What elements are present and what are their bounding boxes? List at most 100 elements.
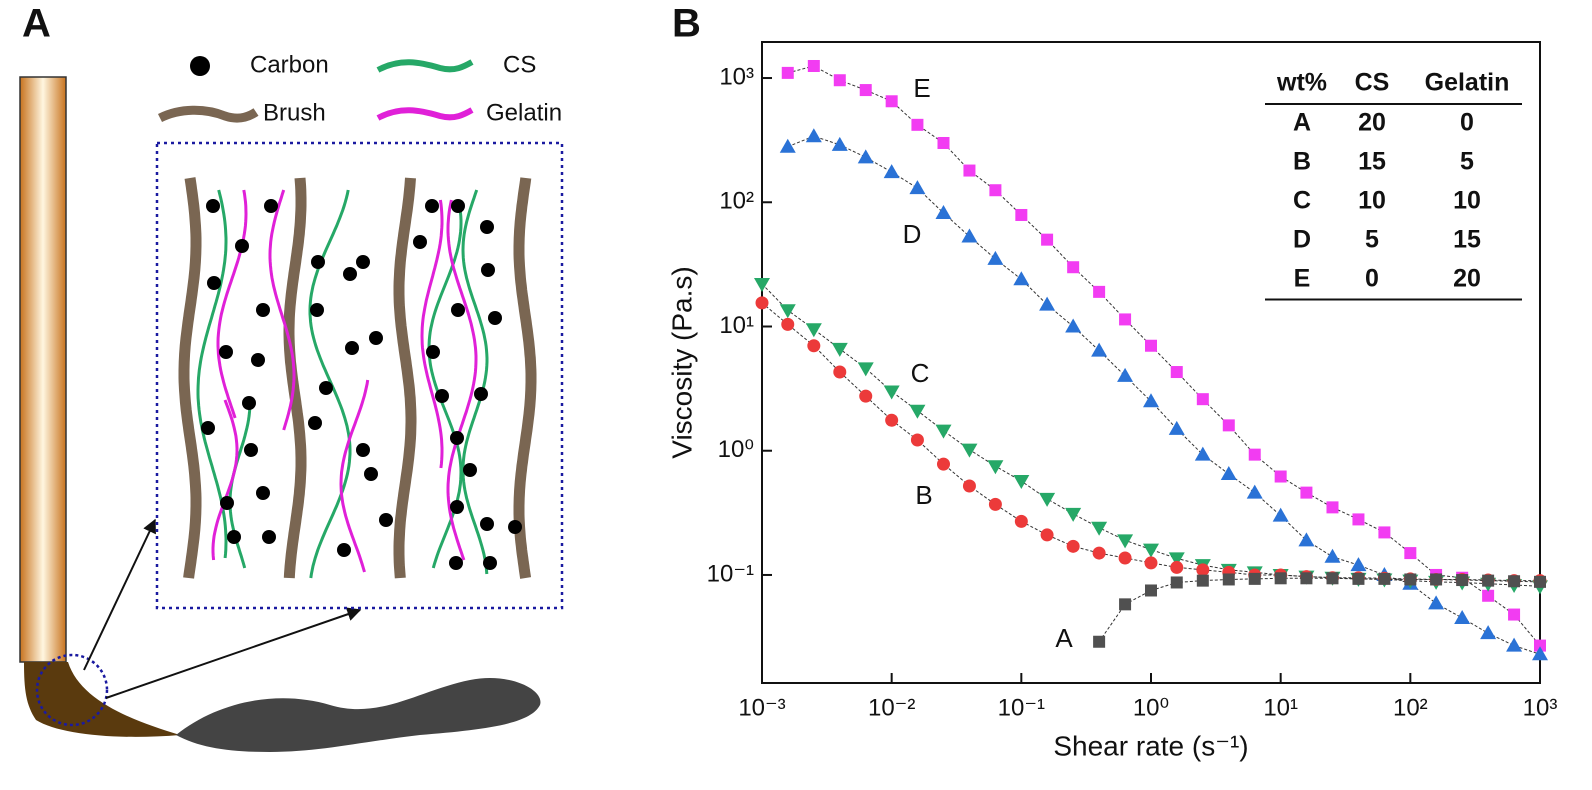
data-point: [1222, 419, 1235, 432]
carbon-particle: [426, 345, 440, 359]
data-point: [885, 95, 898, 108]
table-cell: E: [1294, 265, 1311, 293]
data-point: [831, 342, 848, 357]
brush-fiber: [513, 177, 537, 579]
data-point: [1480, 625, 1497, 640]
data-point: [1091, 342, 1108, 357]
data-point: [1378, 526, 1391, 539]
data-point: [805, 128, 822, 143]
data-point: [1300, 486, 1313, 499]
schematic: A Carbon CS Brush Gelatin: [19, 2, 564, 752]
series-label: A: [1055, 623, 1073, 653]
table-cell: 0: [1460, 109, 1474, 137]
data-point: [936, 457, 950, 471]
data-point: [885, 413, 899, 427]
table-cell: 5: [1365, 226, 1379, 254]
carbon-particle: [356, 255, 370, 269]
gelatin-chain: [268, 189, 296, 431]
data-point: [1532, 646, 1548, 661]
data-point: [1482, 574, 1495, 587]
carbon-particle: [435, 389, 449, 403]
table-cell: D: [1293, 226, 1311, 254]
x-tick-label: 10⁻²: [868, 694, 915, 721]
data-point: [1350, 557, 1367, 572]
data-point: [1222, 573, 1235, 586]
carbon-particle: [369, 331, 383, 345]
data-point: [1404, 573, 1417, 586]
x-tick-label: 10⁻³: [738, 694, 785, 721]
carbon-particle: [242, 396, 256, 410]
y-tick-label: 10²: [719, 188, 754, 215]
data-point: [754, 277, 770, 292]
table-cell: 20: [1358, 109, 1386, 137]
carbon-particle: [508, 520, 522, 534]
data-point: [779, 138, 796, 153]
data-point: [857, 149, 874, 164]
y-tick-label: 10⁻¹: [707, 560, 754, 587]
table-cell: 0: [1365, 265, 1379, 293]
data-point: [1428, 595, 1445, 610]
data-point: [1039, 492, 1056, 507]
carbon-particle: [220, 496, 234, 510]
chart: B 10⁻³ 10⁻² 10⁻¹ 10⁰ 10¹ 10² 10³ 10⁻¹ 10⁰ 10¹ 10² 10…: [666, 2, 1557, 762]
table-cell: B: [1293, 148, 1311, 176]
data-point: [961, 443, 978, 458]
data-point: [909, 404, 926, 419]
data-point: [962, 479, 976, 493]
legend-swatch: [157, 105, 259, 123]
carbon-particle: [345, 341, 359, 355]
data-point: [910, 433, 924, 447]
carbon-particle: [480, 220, 494, 234]
data-point: [1274, 572, 1287, 585]
data-point: [1352, 572, 1365, 585]
data-point: [989, 184, 1002, 197]
carbon-particle: [251, 353, 265, 367]
series-label: B: [915, 480, 932, 510]
data-point: [1300, 572, 1313, 585]
data-point: [1039, 296, 1056, 311]
data-point: [1326, 501, 1339, 514]
gelatin-chain: [420, 199, 444, 469]
series-line: [787, 135, 1541, 655]
carbon-particle: [256, 303, 270, 317]
data-point: [1248, 572, 1261, 585]
brush-fiber: [393, 177, 417, 579]
legend-label: Carbon: [250, 51, 329, 78]
data-point: [859, 389, 873, 403]
panel-label: B: [672, 2, 701, 46]
data-point: [1170, 366, 1183, 379]
carbon-particle: [451, 303, 465, 317]
data-point: [1093, 285, 1106, 298]
table-cell: C: [1293, 187, 1311, 215]
data-point: [1534, 639, 1546, 652]
table-cell: 20: [1453, 265, 1481, 293]
gelatin-chain: [339, 379, 370, 573]
data-point: [1196, 563, 1210, 577]
carbon-particle: [451, 199, 465, 213]
data-point: [779, 304, 796, 319]
data-point: [1041, 233, 1054, 246]
table-header: wt%: [1276, 69, 1327, 97]
x-tick-label: 10¹: [1263, 694, 1298, 721]
data-point: [1119, 598, 1132, 611]
carbon-particle: [308, 416, 322, 430]
carbon-particle: [463, 463, 477, 477]
cs-chain: [461, 189, 489, 575]
data-point: [1324, 548, 1341, 563]
data-point: [1145, 584, 1157, 597]
data-point: [1143, 393, 1159, 408]
table-cell: 15: [1453, 226, 1481, 254]
carbon-particle: [337, 543, 351, 557]
carbon-particle: [343, 267, 357, 281]
series-label: C: [911, 358, 930, 388]
table-cell: A: [1293, 109, 1311, 137]
data-point: [1194, 446, 1211, 461]
carbon-particle: [379, 513, 393, 527]
data-point: [1170, 576, 1183, 589]
x-axis-label: Shear rate (s⁻¹): [1053, 730, 1248, 761]
legend-swatch: [376, 107, 474, 121]
panel-label: A: [22, 2, 51, 46]
data-point: [1093, 635, 1106, 648]
table-header: CS: [1355, 69, 1390, 97]
